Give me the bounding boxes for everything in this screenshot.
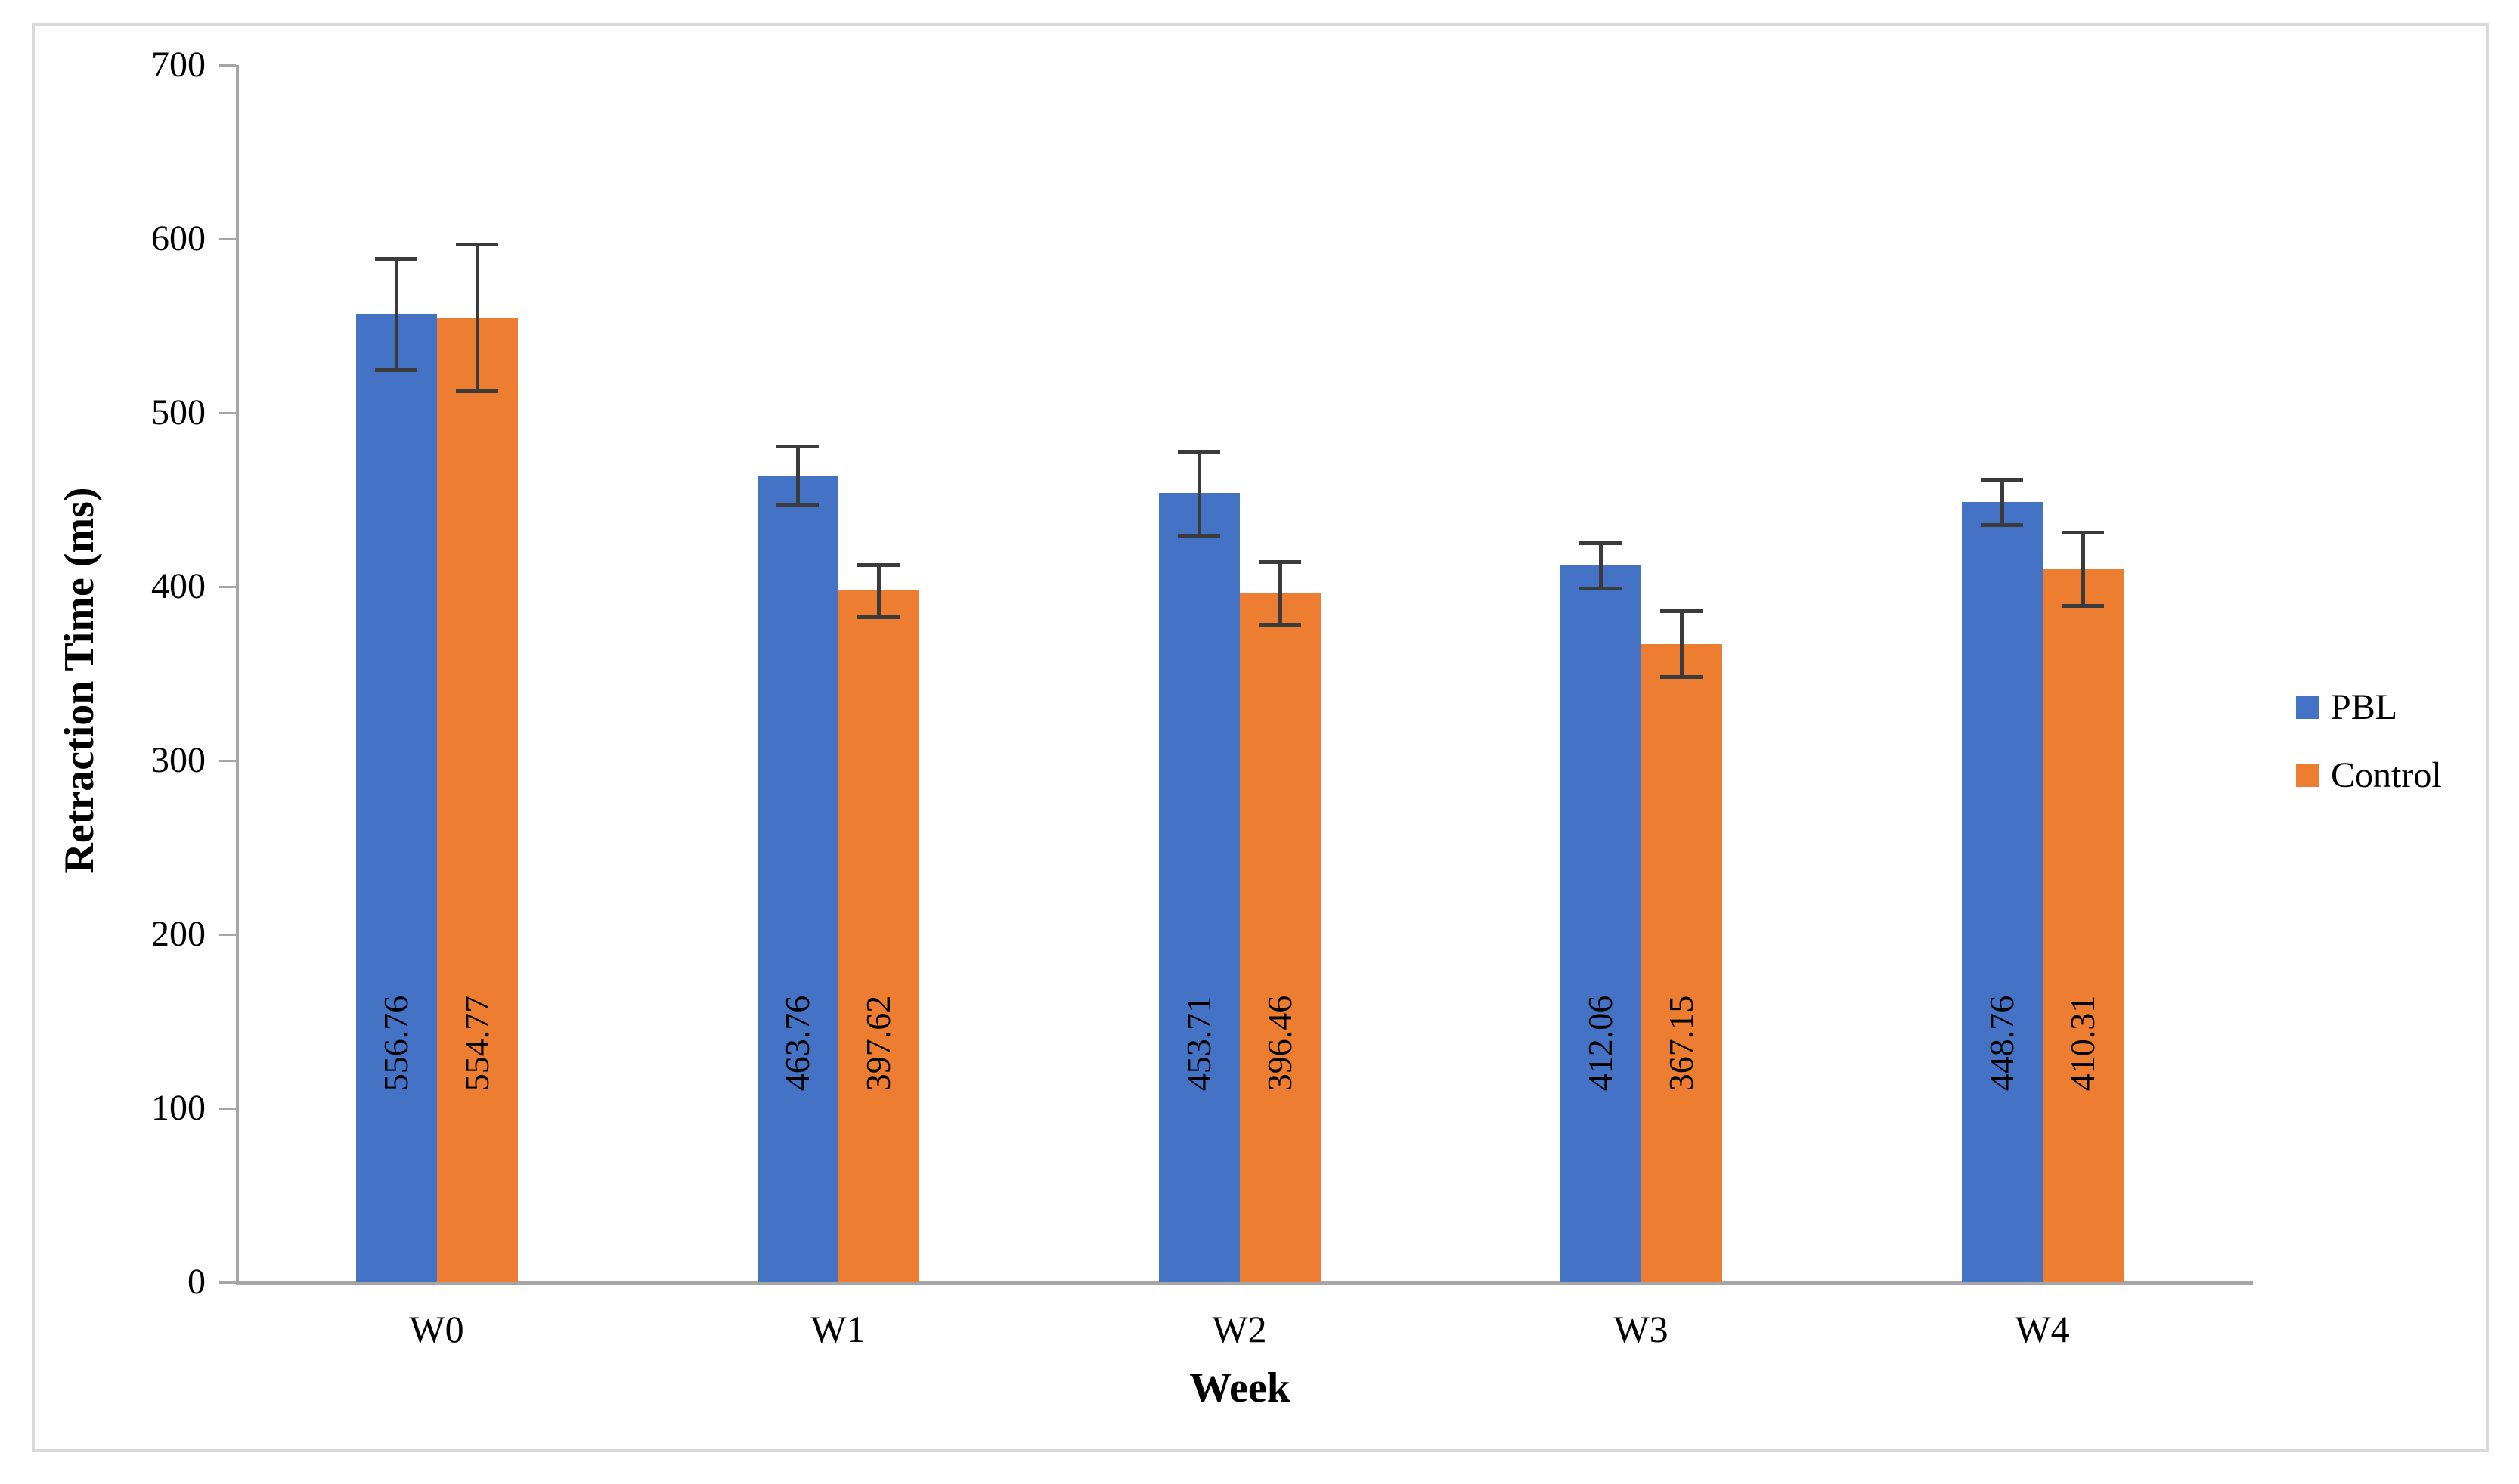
error-bar-cap-bottom — [857, 615, 900, 619]
bar-pbl-w3 — [1560, 565, 1641, 1282]
y-axis-tick — [219, 760, 236, 762]
y-axis-tick — [219, 934, 236, 936]
error-bar-control-w1 — [876, 564, 881, 617]
error-bar-pbl-w3 — [1598, 543, 1603, 589]
y-axis-tick — [219, 64, 236, 67]
bar-value-label: 453.71 — [1179, 995, 1218, 1092]
x-category-label: W0 — [409, 1308, 464, 1350]
bar-control-w2 — [1239, 593, 1321, 1282]
y-tick-label: 200 — [151, 914, 206, 954]
error-bar-cap-bottom — [2062, 603, 2104, 608]
error-bar-cap-top — [375, 256, 417, 261]
bar-control-w3 — [1641, 643, 1722, 1282]
error-bar-pbl-w2 — [1197, 451, 1201, 535]
legend-swatch-pbl — [2296, 696, 2319, 719]
y-tick-label: 300 — [151, 740, 206, 780]
error-bar-cap-top — [776, 445, 819, 449]
y-tick-label: 700 — [151, 45, 206, 85]
legend-swatch-control — [2296, 764, 2319, 787]
bar-value-label: 448.76 — [1982, 995, 2021, 1092]
error-bar-cap-bottom — [1259, 622, 1301, 627]
bar-pbl-w4 — [1961, 501, 2043, 1282]
bar-pbl-w2 — [1158, 493, 1240, 1282]
bar-value-label: 463.76 — [778, 995, 816, 1092]
error-bar-control-w3 — [1679, 610, 1684, 677]
error-bar-cap-bottom — [375, 368, 417, 373]
bar-value-label: 396.46 — [1260, 995, 1299, 1092]
y-axis-tick — [219, 412, 236, 414]
error-bar-pbl-w1 — [795, 446, 800, 506]
bar-value-label: 410.31 — [2063, 995, 2102, 1092]
bar-control-w4 — [2042, 569, 2124, 1282]
x-axis-line — [236, 1281, 2253, 1285]
bar-pbl-w1 — [757, 476, 838, 1282]
x-category-label: W2 — [1212, 1308, 1267, 1350]
error-bar-control-w0 — [475, 244, 479, 391]
y-axis-title: Retraction Time (ms) — [56, 487, 103, 874]
x-category-label: W3 — [1613, 1308, 1668, 1350]
x-category-label: W1 — [810, 1308, 866, 1350]
error-bar-cap-bottom — [1579, 587, 1622, 591]
figure-border — [32, 23, 2489, 1452]
error-bar-cap-top — [1981, 477, 2023, 482]
error-bar-control-w2 — [1278, 561, 1282, 624]
y-tick-label: 100 — [151, 1088, 206, 1128]
bar-value-label: 556.76 — [376, 995, 415, 1092]
error-bar-cap-bottom — [456, 389, 498, 393]
y-tick-label: 0 — [187, 1262, 206, 1302]
y-axis-tick — [219, 586, 236, 588]
error-bar-cap-top — [1178, 450, 1220, 454]
error-bar-cap-bottom — [1981, 522, 2023, 527]
bar-value-label: 412.06 — [1581, 995, 1619, 1092]
error-bar-control-w4 — [2081, 531, 2085, 606]
legend-label: PBL — [2331, 687, 2398, 727]
error-bar-cap-top — [857, 562, 900, 567]
bar-value-label: 397.62 — [859, 995, 897, 1092]
error-bar-cap-top — [456, 243, 498, 247]
error-bar-cap-bottom — [1178, 533, 1220, 538]
y-axis-tick — [219, 1281, 236, 1284]
error-bar-pbl-w0 — [394, 258, 398, 370]
x-category-label: W4 — [2015, 1308, 2070, 1350]
legend-item-control: Control — [2296, 753, 2442, 798]
x-axis-title: Week — [1189, 1365, 1290, 1411]
bar-pbl-w0 — [355, 314, 437, 1282]
y-axis-line — [236, 65, 239, 1282]
error-bar-cap-top — [1579, 541, 1622, 546]
y-tick-label: 500 — [151, 392, 206, 432]
y-tick-label: 600 — [151, 218, 206, 259]
error-bar-cap-top — [1259, 559, 1301, 564]
y-axis-tick — [219, 1108, 236, 1110]
legend-item-pbl: PBL — [2296, 685, 2397, 730]
y-tick-label: 400 — [151, 566, 206, 606]
bar-control-w0 — [436, 318, 518, 1282]
bar-value-label: 554.77 — [457, 995, 496, 1092]
error-bar-cap-bottom — [1660, 675, 1703, 680]
error-bar-cap-top — [1660, 609, 1703, 613]
error-bar-cap-top — [2062, 530, 2104, 534]
error-bar-cap-bottom — [776, 503, 819, 508]
error-bar-pbl-w4 — [2000, 479, 2004, 525]
bar-value-label: 367.15 — [1662, 995, 1700, 1092]
bar-control-w1 — [838, 590, 919, 1282]
y-axis-tick — [219, 238, 236, 240]
legend-label: Control — [2331, 755, 2442, 795]
